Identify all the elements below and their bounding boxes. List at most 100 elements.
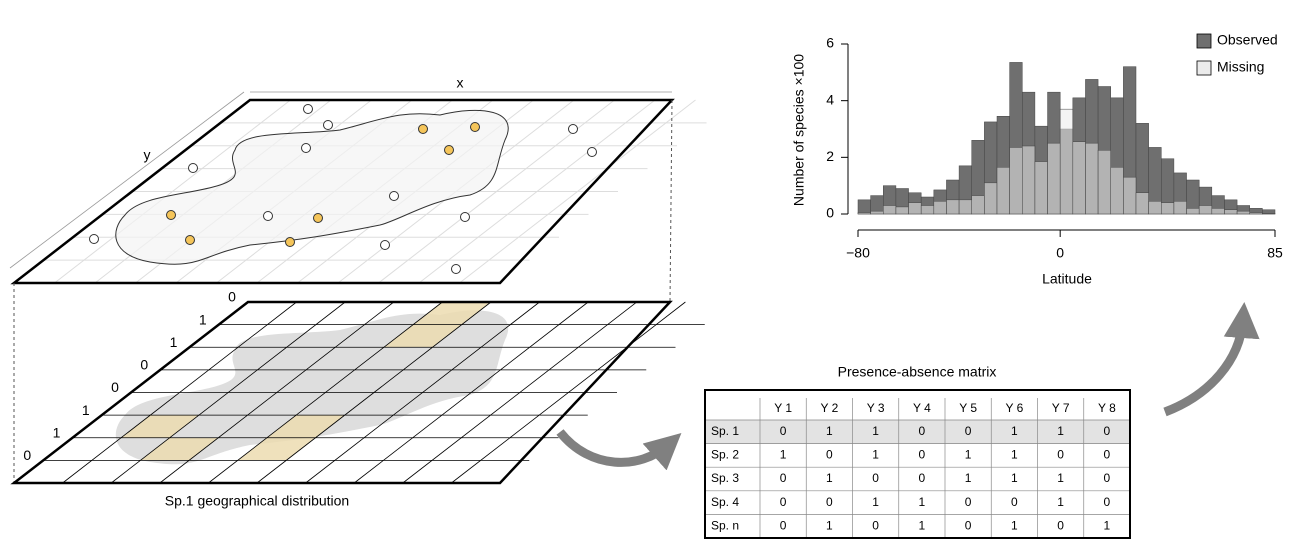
cell: 1 — [1104, 518, 1111, 532]
bar — [996, 167, 1010, 215]
row-label: Sp. 2 — [711, 448, 739, 462]
column-label: Y 8 — [1098, 401, 1116, 415]
bar — [1262, 213, 1276, 215]
cell: 0 — [826, 495, 833, 509]
absence-point — [380, 240, 390, 250]
grid-label: 0 — [23, 447, 31, 463]
cell: 1 — [826, 518, 833, 532]
bar — [1173, 201, 1187, 215]
absence-point — [323, 120, 333, 130]
x-tick-label: 0 — [1056, 245, 1064, 261]
presence-cell — [266, 415, 345, 438]
bar — [1097, 150, 1111, 215]
grid-label: 0 — [140, 357, 148, 373]
grid-label: 0 — [111, 379, 119, 395]
presence-point — [418, 124, 428, 134]
cell: 0 — [872, 518, 879, 532]
range-raster — [115, 310, 509, 465]
cell: 1 — [1011, 518, 1018, 532]
absence-point — [89, 234, 99, 244]
bar — [1123, 176, 1137, 215]
occurrence-points — [89, 104, 597, 274]
bar — [1249, 212, 1263, 215]
cell: 1 — [1011, 471, 1018, 485]
presence-cell — [140, 437, 219, 461]
matrix: Presence-absence matrix Sp. 1 0 1 1 0 0 1 1 0 Sp.… — [704, 364, 1131, 539]
cell: 0 — [1104, 424, 1111, 438]
projection-line — [669, 99, 673, 303]
cell: 0 — [826, 448, 833, 462]
x-axis-label: Latitude — [1042, 271, 1092, 287]
bar — [1059, 108, 1074, 215]
bar — [857, 212, 871, 215]
axis-x-label: x — [457, 75, 464, 91]
bar — [971, 195, 985, 215]
presence-point — [313, 213, 323, 223]
column-label: Y 2 — [820, 401, 838, 415]
y-axis-label: Number of species ×100 — [791, 54, 807, 206]
bar — [1186, 208, 1200, 215]
row-label: Sp. n — [711, 518, 739, 532]
cell: 1 — [872, 448, 879, 462]
cell: 0 — [965, 495, 972, 509]
x-tick-label: −80 — [846, 245, 870, 261]
bottom-plane — [10, 300, 673, 485]
y-tick-label: 4 — [826, 91, 834, 107]
cell: 0 — [1104, 448, 1111, 462]
cell: 0 — [872, 471, 879, 485]
cell: 0 — [780, 471, 787, 485]
bar — [1022, 145, 1036, 215]
cell: 1 — [826, 471, 833, 485]
cell: 0 — [965, 518, 972, 532]
absence-point — [451, 264, 461, 274]
cell: 1 — [965, 471, 972, 485]
presence-cell — [413, 302, 491, 325]
presence-cell — [121, 415, 199, 438]
absence-point — [568, 124, 578, 134]
range-outline — [115, 109, 509, 265]
bar — [958, 199, 972, 215]
bar — [870, 210, 884, 215]
presence-point — [166, 210, 176, 220]
legend-label: Observed — [1217, 32, 1278, 48]
bar — [946, 199, 960, 215]
axis-y-label: y — [144, 147, 151, 163]
legend-swatch — [1196, 33, 1212, 49]
cell: 0 — [1104, 495, 1111, 509]
absence-point — [460, 212, 470, 222]
bar — [1198, 205, 1213, 215]
row-highlight — [705, 420, 1130, 444]
bar — [1135, 192, 1149, 215]
presence-point — [470, 122, 480, 132]
cell: 1 — [965, 448, 972, 462]
absence-point — [587, 147, 597, 157]
grid-label: 1 — [170, 334, 178, 350]
cell: 0 — [780, 495, 787, 509]
bar — [1224, 209, 1238, 215]
cell: 1 — [919, 495, 926, 509]
bar — [1072, 141, 1086, 215]
cell: 0 — [780, 518, 787, 532]
column-label: Y 6 — [1005, 401, 1023, 415]
table-border — [704, 389, 1131, 539]
cell: 0 — [1057, 448, 1064, 462]
bar — [895, 206, 909, 215]
cell: 0 — [965, 424, 972, 438]
absence-point — [389, 191, 399, 201]
bar — [1047, 142, 1061, 215]
arrow — [1163, 302, 1260, 417]
histogram: 0 2 4 6 −80 0 85 Latitude Number of species ×100… — [791, 32, 1283, 287]
y-guide — [9, 91, 245, 269]
row-label: Sp. 3 — [711, 471, 739, 485]
presence-cell — [237, 437, 316, 461]
x-tick-label: 85 — [1267, 245, 1283, 261]
bar — [1085, 142, 1099, 215]
column-label: Y 3 — [867, 401, 885, 415]
cell: 0 — [1104, 471, 1111, 485]
grid-label: 1 — [82, 402, 90, 418]
absence-point — [188, 163, 198, 173]
bar — [1236, 210, 1250, 215]
cell: 1 — [780, 448, 787, 462]
y-tick-label: 2 — [826, 148, 834, 164]
grid-label: 0 — [228, 289, 236, 305]
